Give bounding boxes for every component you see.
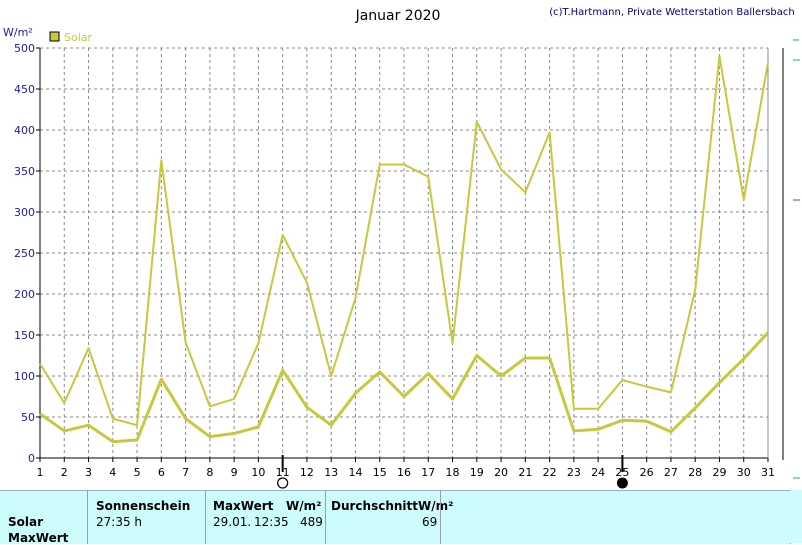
x-tick-label: 12 (300, 466, 314, 479)
legend: Solar (49, 31, 93, 44)
x-tick-label: 4 (109, 466, 116, 479)
stats-panel: Solar MaxWert Sonnenschein 27:35 h MaxWe… (0, 490, 791, 545)
durchschnitt-cell: DurchschnittW/m² 69 (325, 491, 453, 544)
sonnenschein-header: Sonnenschein (96, 499, 191, 513)
y-axis-label: W/m² (3, 26, 33, 39)
right-strip (790, 490, 802, 543)
x-tick-label: 17 (421, 466, 435, 479)
maxwert-unit: W/m² (286, 499, 322, 513)
x-tick-label: 30 (737, 466, 751, 479)
x-tick-label: 2 (61, 466, 68, 479)
maxwert-header: MaxWert (213, 499, 274, 513)
x-tick-label: 14 (348, 466, 362, 479)
maxwert-cell: MaxWert W/m² 29.01. 12:35 489 (205, 491, 326, 544)
full-moon-icon (277, 477, 289, 489)
y-tick-label: 450 (14, 83, 35, 96)
x-tick-label: 9 (231, 466, 238, 479)
durchschnitt-value: 69 (422, 515, 438, 529)
empty-cell (440, 491, 791, 544)
x-tick-label: 20 (494, 466, 508, 479)
sonnenschein-cell: Sonnenschein 27:35 h (87, 491, 206, 544)
x-tick-label: 13 (324, 466, 338, 479)
legend-label-solar: Solar (64, 31, 93, 44)
x-tick-label: 23 (567, 466, 581, 479)
maxwert-date: 29.01. (213, 515, 252, 529)
x-tick-label: 19 (470, 466, 484, 479)
sonnenschein-value: 27:35 h (96, 515, 143, 529)
y-tick-label: 500 (14, 42, 35, 55)
y-tick-label: 200 (14, 288, 35, 301)
x-tick-label: 29 (712, 466, 726, 479)
legend-swatch (49, 31, 60, 42)
maxwert-value: 489 (300, 515, 323, 529)
x-tick-label: 8 (206, 466, 213, 479)
solar-chart: Januar 2020 (c)T.Hartmann, Private Wette… (3, 7, 800, 489)
series-line-solar-mean (39, 331, 770, 444)
x-tick-label: 1 (37, 466, 44, 479)
x-tick-label: 7 (182, 466, 189, 479)
y-tick-label: 250 (14, 247, 35, 260)
x-tick-label: 10 (251, 466, 265, 479)
series-line-solar-max (39, 55, 769, 427)
y-tick-label: 300 (14, 206, 35, 219)
x-tick-label: 22 (543, 466, 557, 479)
x-tick-label: 26 (640, 466, 654, 479)
y-tick-label: 150 (14, 329, 35, 342)
x-tick-label: 21 (518, 466, 532, 479)
new-moon-icon (616, 477, 628, 489)
x-tick-label: 15 (373, 466, 387, 479)
x-tick-label: 3 (85, 466, 92, 479)
x-tick-label: 27 (664, 466, 678, 479)
x-tick-label: 16 (397, 466, 411, 479)
y-tick-label: 400 (14, 124, 35, 137)
y-tick-label: 350 (14, 165, 35, 178)
x-tick-label: 6 (158, 466, 165, 479)
row-label-maxwert: MaxWert (8, 531, 69, 545)
maxwert-time: 12:35 (254, 515, 289, 529)
y-tick-label: 100 (14, 370, 35, 383)
x-tick-label: 25 (615, 466, 629, 479)
chart-title: Januar 2020 (355, 8, 441, 24)
y-tick-label: 0 (28, 452, 35, 465)
copyright-text: (c)T.Hartmann, Private Wetterstation Bal… (549, 7, 795, 18)
y-tick-label: 50 (21, 411, 35, 424)
x-tick-label: 24 (591, 466, 605, 479)
x-tick-label: 5 (134, 466, 141, 479)
x-tick-label: 11 (276, 466, 290, 479)
x-tick-label: 28 (688, 466, 702, 479)
row-label-solar: Solar (8, 515, 44, 529)
x-tick-label: 31 (761, 466, 775, 479)
x-tick-label: 18 (446, 466, 460, 479)
durchschnitt-header: DurchschnittW/m² (331, 499, 454, 513)
